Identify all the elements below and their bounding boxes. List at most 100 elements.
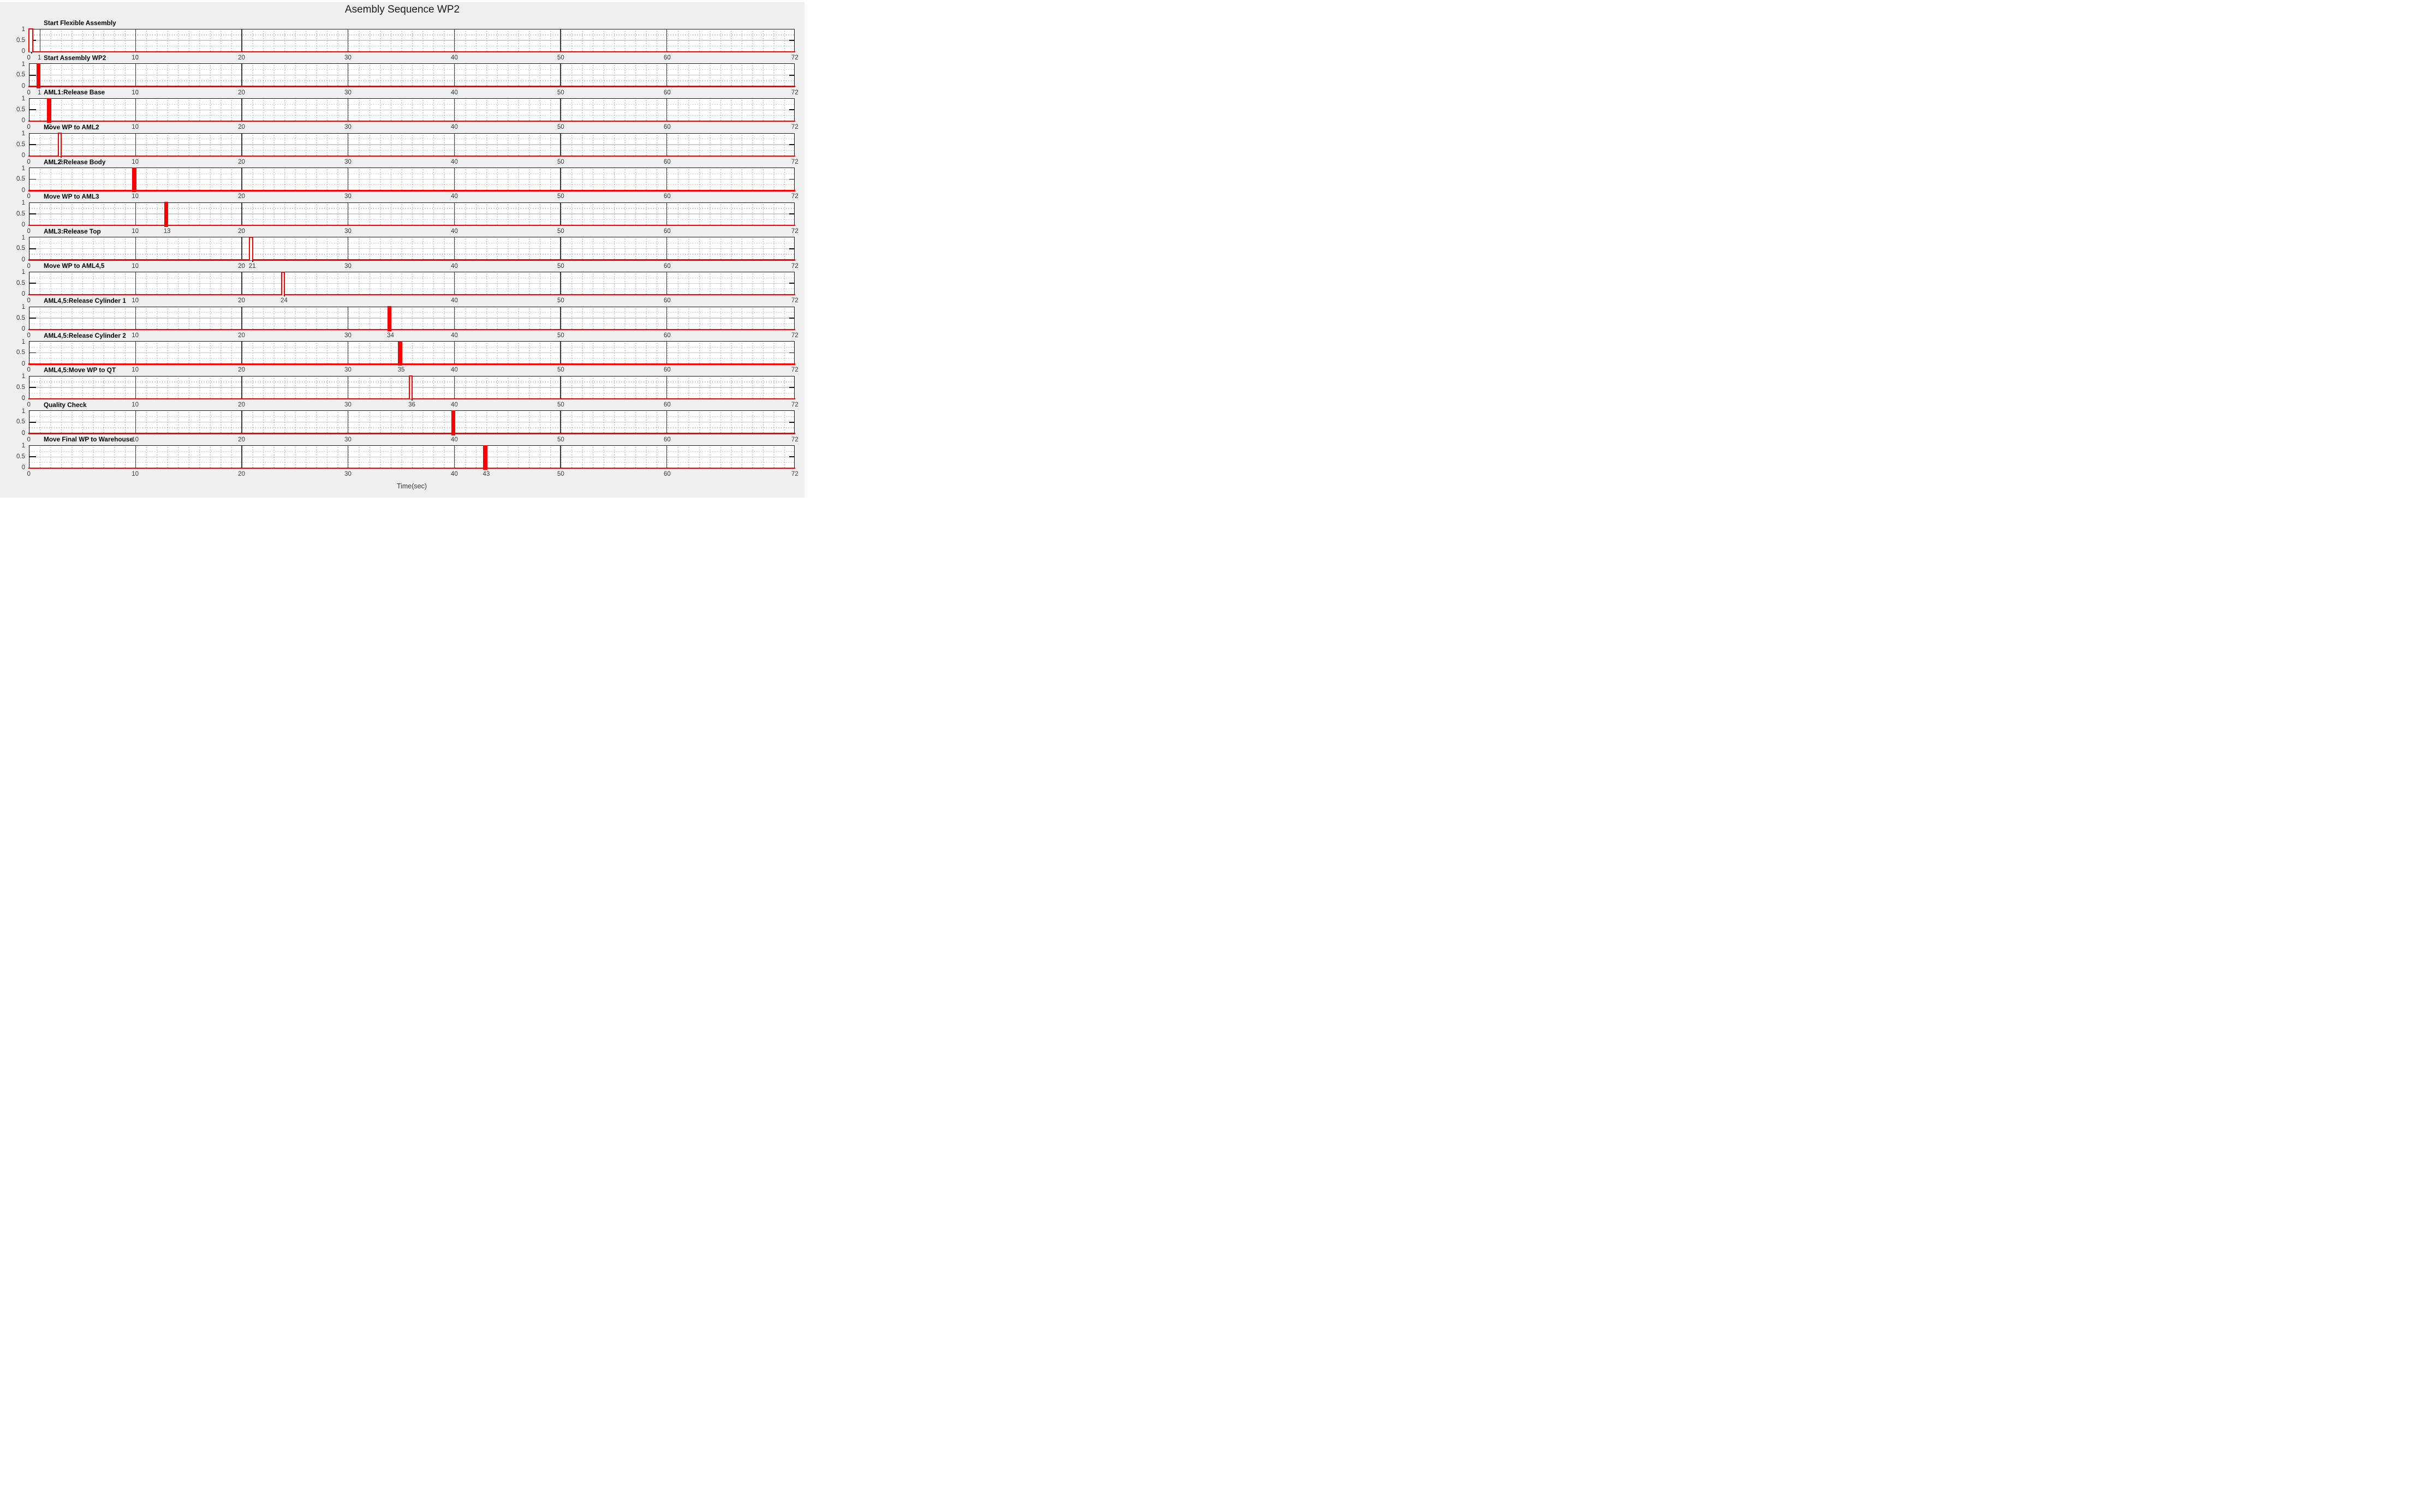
x-tick-label: 72 xyxy=(791,55,799,61)
y-tick-mark-right xyxy=(789,109,795,111)
x-tick-label: 72 xyxy=(791,158,799,165)
x-tick-label: 10 xyxy=(132,193,139,200)
y-tick-label: 1 xyxy=(21,338,25,345)
x-tick-label: 10 xyxy=(132,262,139,270)
plot-axes xyxy=(28,167,795,193)
x-tick-label: 60 xyxy=(663,124,671,131)
major-grid-line-v xyxy=(560,64,561,87)
subplot-title: Move WP to AML3 xyxy=(44,193,99,201)
half-grid-line xyxy=(29,178,795,180)
x-tick-label: 60 xyxy=(663,89,671,96)
x-tick-label: 30 xyxy=(344,367,351,374)
major-grid-line-v xyxy=(454,64,455,87)
major-grid-line-v xyxy=(135,376,136,399)
signal-pulse xyxy=(132,167,136,193)
x-tick-label: 30 xyxy=(344,158,351,165)
y-tick-mark-right xyxy=(789,178,795,180)
y-tick-label: 1 xyxy=(21,373,25,380)
signal-baseline xyxy=(28,86,795,87)
figure-canvas: Asembly Sequence WP2 Start Flexible Asse… xyxy=(0,0,805,504)
y-tick-label: 0 xyxy=(21,187,25,194)
major-grid-line-v xyxy=(666,307,668,330)
y-tick-label: 1 xyxy=(21,95,25,103)
y-tick-label: 0.5 xyxy=(16,176,25,183)
major-grid-line-v xyxy=(241,411,242,434)
x-tick-label: 50 xyxy=(557,402,564,408)
major-grid-line-v xyxy=(135,133,136,156)
x-tick-label: 50 xyxy=(557,124,564,131)
y-tick-label: 0 xyxy=(21,326,25,332)
y-tick-label: 0 xyxy=(21,152,25,159)
major-grid-line-v xyxy=(454,29,455,52)
y-tick-label: 0.5 xyxy=(16,419,25,426)
x-tick-label: 30 xyxy=(344,332,351,339)
x-tick-label: 40 xyxy=(451,367,458,374)
major-grid-line-v xyxy=(135,272,136,295)
signal-pulse xyxy=(164,202,168,227)
y-tick-mark-right xyxy=(789,421,795,423)
x-tick-label: 10 xyxy=(132,436,139,443)
x-tick-label: 0 xyxy=(27,367,31,374)
subplot-title: AML4,5:Move WP to QT xyxy=(44,366,116,374)
major-grid-line-v xyxy=(560,411,561,434)
x-tick-label: 40 xyxy=(451,89,458,96)
subplot-title: Move WP to AML4,5 xyxy=(44,262,105,270)
x-tick-label: 10 xyxy=(132,158,139,165)
signal-pulse xyxy=(249,236,253,261)
major-grid-line-v xyxy=(241,237,242,260)
major-grid-line-v xyxy=(135,98,136,121)
x-tick-label: 50 xyxy=(557,193,564,200)
x-tick-label: 24 xyxy=(281,297,288,304)
y-tick-label: 1 xyxy=(21,130,25,137)
y-tick-mark-left xyxy=(29,318,36,319)
x-tick-label: 50 xyxy=(557,262,564,270)
plot-axes xyxy=(28,28,795,54)
subplot-title: Move WP to AML2 xyxy=(44,123,99,131)
minor-grid-line-h xyxy=(29,34,795,35)
major-grid-line-v xyxy=(135,342,136,364)
y-tick-label: 0 xyxy=(21,291,25,298)
major-grid-line-v xyxy=(454,272,455,295)
major-grid-line-v xyxy=(135,202,136,225)
y-tick-mark-right xyxy=(789,248,795,249)
y-tick-label: 1 xyxy=(21,269,25,276)
x-tick-label: 20 xyxy=(238,471,245,478)
y-tick-mark-right xyxy=(789,318,795,319)
x-tick-label: 10 xyxy=(132,124,139,131)
subplot-title: AML4,5:Release Cylinder 2 xyxy=(44,331,126,339)
x-tick-label: 60 xyxy=(663,158,671,165)
major-grid-line-v xyxy=(666,133,668,156)
y-tick-mark-right xyxy=(789,456,795,458)
x-tick-label: 72 xyxy=(791,402,799,408)
major-grid-line-v xyxy=(241,98,242,121)
major-grid-line-v xyxy=(560,237,561,260)
x-tick-label: 72 xyxy=(791,367,799,374)
signal-pulse xyxy=(483,445,487,470)
signal-pulse xyxy=(387,306,392,331)
x-tick-label: 10 xyxy=(132,55,139,61)
x-tick-label: 30 xyxy=(344,193,351,200)
x-tick-mark-event xyxy=(284,295,285,297)
minor-grid-line-h xyxy=(29,184,795,186)
subplot-title: AML2:Release Body xyxy=(44,158,106,166)
signal-pulse xyxy=(28,28,34,52)
x-tick-label: 40 xyxy=(451,193,458,200)
x-tick-label: 60 xyxy=(663,367,671,374)
major-grid-line-v xyxy=(560,133,561,156)
y-tick-mark-left xyxy=(29,352,36,354)
x-tick-label: 20 xyxy=(238,402,245,408)
signal-baseline xyxy=(28,467,795,469)
x-tick-label: 60 xyxy=(663,228,671,235)
x-tick-label: 2 xyxy=(48,124,52,131)
y-tick-label: 0 xyxy=(21,48,25,55)
signal-baseline xyxy=(28,433,795,434)
x-tick-label: 13 xyxy=(163,228,171,235)
x-tick-label: 20 xyxy=(238,89,245,96)
y-tick-mark-right xyxy=(789,40,795,41)
x-tick-label: 60 xyxy=(663,262,671,270)
major-grid-line-v xyxy=(666,202,668,225)
x-tick-label: 50 xyxy=(557,55,564,61)
y-tick-label: 0 xyxy=(21,360,25,367)
major-grid-line-v xyxy=(241,64,242,87)
x-tick-label: 0 xyxy=(27,158,31,165)
